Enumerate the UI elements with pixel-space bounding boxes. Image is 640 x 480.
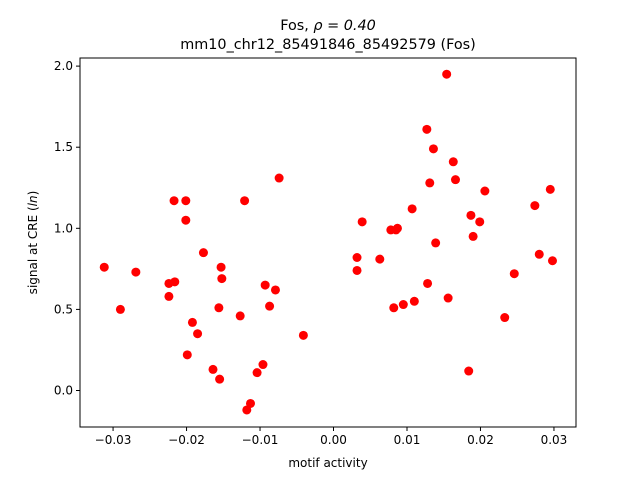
plot-area [80,58,576,427]
data-point [265,301,275,311]
data-point [443,293,453,303]
data-point [258,360,268,370]
data-point [115,304,125,314]
data-point [352,265,362,275]
data-point [500,313,510,323]
data-point [530,201,540,211]
plot-frame [79,57,577,428]
chart-title-line2: mm10_chr12_85491846_85492579 (Fos) [180,37,476,53]
data-point [240,196,250,206]
data-point [181,215,191,225]
data-point [187,317,197,327]
data-point [428,144,438,154]
data-point [442,69,452,79]
data-point [450,175,460,185]
data-point [198,248,208,258]
x-tick-label: 0.03 [541,433,568,447]
data-point [170,277,180,287]
data-point [509,269,519,279]
x-tick-label: −0.02 [168,433,205,447]
chart-title-line1: Fos, ρ = 0.40 [280,18,376,34]
data-point [545,184,555,194]
y-axis-ticks: 0.0 0.5 1.0 1.5 2.0 [54,59,80,398]
data-point [252,368,262,378]
x-axis-label: motif activity [288,456,367,470]
y-tick-label: 2.0 [54,59,73,73]
data-point [409,296,419,306]
data-point [181,196,191,206]
data-point [448,157,458,167]
data-point [357,217,367,227]
data-point [214,303,224,313]
data-point [534,249,544,259]
data-point [260,280,270,290]
data-point [375,254,385,264]
data-point [425,178,435,188]
data-point [274,173,284,183]
y-axis-label: signal at CRE (ln) [26,191,40,295]
data-point [392,223,402,233]
data-point [182,350,192,360]
data-point [466,210,476,220]
x-axis-ticks: −0.03 −0.02 −0.01 0.00 0.01 0.02 0.03 [95,427,568,447]
data-point [235,311,245,321]
data-point [164,291,174,301]
y-tick-label: 1.0 [54,221,73,235]
data-point [169,196,179,206]
data-point [389,303,399,313]
data-point [131,267,141,277]
data-point [352,253,362,263]
x-tick-label: −0.03 [95,433,132,447]
data-point [217,274,227,284]
data-point [193,329,203,339]
x-tick-label: 0.01 [394,433,421,447]
x-tick-label: 0.00 [320,433,347,447]
data-point [270,285,280,295]
data-point [398,300,408,310]
data-point [423,278,433,288]
data-point [475,217,485,227]
data-points [99,69,557,415]
y-tick-label: 0.5 [54,302,73,316]
data-point [208,364,218,374]
data-point [480,186,490,196]
data-point [431,238,441,248]
data-point [215,374,225,384]
data-point [547,256,557,266]
y-tick-label: 0.0 [54,384,73,398]
data-point [298,330,308,340]
data-point [99,262,109,272]
data-point [422,124,432,134]
data-point [464,366,474,376]
y-tick-label: 1.5 [54,140,73,154]
data-point [468,231,478,241]
data-point [407,204,417,214]
data-point [216,262,226,272]
data-point [245,398,255,408]
x-tick-label: −0.01 [242,433,279,447]
x-tick-label: 0.02 [467,433,494,447]
